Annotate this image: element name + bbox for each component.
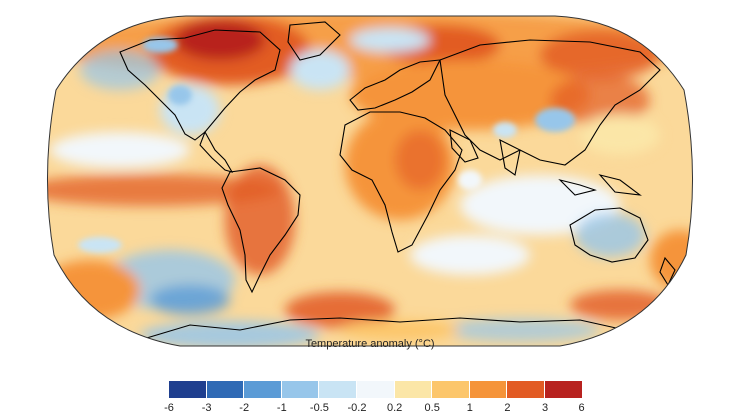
legend-tick-label: -0.5: [309, 402, 329, 414]
legend-swatch: [507, 381, 544, 398]
legend-tick-label: -0.2: [347, 402, 367, 414]
legend-swatch: [169, 381, 206, 398]
legend-tick-label: 0.5: [424, 402, 440, 414]
legend-title: Temperature anomaly (°C): [305, 338, 435, 350]
map-svg: [46, 15, 694, 347]
legend-tick-label: 6: [578, 402, 585, 414]
anomaly-detail: [78, 37, 575, 253]
legend-tick-label: -1: [276, 402, 287, 414]
legend-colorbar: [169, 381, 583, 398]
legend-swatch: [281, 381, 319, 398]
coastlines: [119, 21, 676, 341]
legend-swatch: [394, 381, 432, 398]
legend-tick-label: 3: [541, 402, 549, 414]
legend-swatch: [244, 381, 281, 398]
legend-swatch: [432, 381, 469, 398]
legend-tick-label: 0.2: [386, 402, 403, 414]
temperature-anomaly-map: [46, 15, 694, 347]
legend-tick-label: -3: [201, 402, 212, 414]
globe-border: [46, 15, 694, 347]
legend-swatch: [469, 381, 507, 398]
legend: Temperature anomaly (°C) -6 -3 -2 -1 -0.5 -0.…: [0, 328, 740, 417]
anomaly-field: [47, 16, 693, 346]
legend-tick-label: -2: [239, 402, 250, 414]
legend-swatch: [206, 381, 244, 398]
legend-swatch: [544, 381, 582, 398]
legend-tick-label: 2: [504, 402, 511, 414]
legend-tick-labels: -6 -3 -2 -1 -0.5 -0.2 0.2 0.5 1 2 3 6: [0, 402, 740, 416]
legend-swatch: [319, 381, 356, 398]
anomaly-patches: [47, 16, 693, 346]
legend-tick-label: 1: [466, 402, 473, 414]
legend-tick-label: -6: [164, 402, 174, 414]
legend-swatch: [356, 381, 394, 398]
